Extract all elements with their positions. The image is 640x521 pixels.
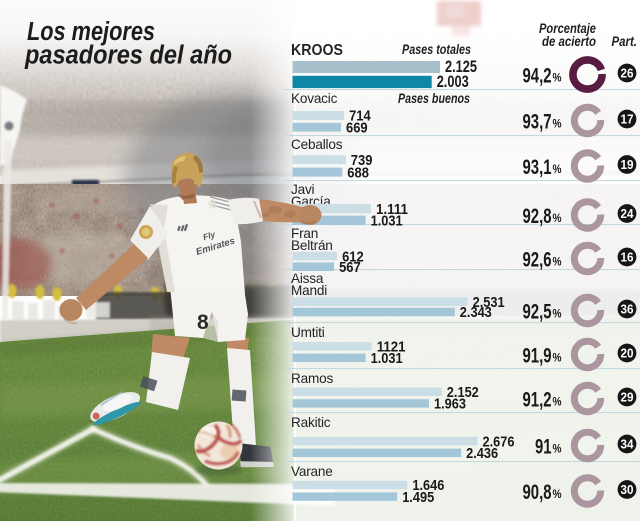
svg-text:Ramos: Ramos bbox=[291, 371, 333, 386]
svg-text:2.343: 2.343 bbox=[460, 305, 492, 321]
svg-text:1121: 1121 bbox=[377, 339, 406, 355]
svg-text:%: % bbox=[553, 307, 562, 321]
svg-text:pasadores del año: pasadores del año bbox=[24, 42, 232, 70]
svg-text:Aissa: Aissa bbox=[291, 271, 324, 286]
svg-text:Mandi: Mandi bbox=[291, 283, 327, 298]
svg-text:%: % bbox=[553, 162, 562, 176]
svg-text:714: 714 bbox=[349, 109, 371, 125]
svg-text:de acierto: de acierto bbox=[542, 34, 596, 49]
svg-text:Fran: Fran bbox=[291, 226, 318, 241]
svg-text:19: 19 bbox=[621, 158, 634, 172]
svg-text:%: % bbox=[553, 351, 562, 365]
svg-text:Porcentaje: Porcentaje bbox=[539, 21, 596, 36]
svg-text:Javi: Javi bbox=[291, 182, 315, 197]
svg-text:Beltrán: Beltrán bbox=[291, 238, 333, 253]
svg-text:92,5: 92,5 bbox=[523, 299, 552, 323]
svg-text:%: % bbox=[553, 442, 562, 456]
svg-text:1.646: 1.646 bbox=[412, 478, 444, 494]
svg-text:36: 36 bbox=[621, 303, 634, 317]
svg-text:8: 8 bbox=[197, 311, 209, 334]
svg-text:%: % bbox=[553, 117, 562, 131]
svg-text:91,9: 91,9 bbox=[523, 343, 552, 367]
svg-text:612: 612 bbox=[342, 249, 364, 265]
svg-text:Umtiti: Umtiti bbox=[291, 325, 325, 340]
svg-text:94,2: 94,2 bbox=[523, 63, 552, 87]
svg-text:91: 91 bbox=[535, 434, 552, 458]
svg-text:92,8: 92,8 bbox=[523, 204, 552, 228]
svg-text:2.531: 2.531 bbox=[473, 295, 505, 311]
svg-text:17: 17 bbox=[621, 113, 634, 127]
svg-text:688: 688 bbox=[347, 165, 369, 181]
svg-text:1.963: 1.963 bbox=[434, 397, 466, 413]
svg-text:2.436: 2.436 bbox=[466, 446, 498, 462]
svg-text:Pases buenos: Pases buenos bbox=[398, 90, 470, 106]
svg-text:%: % bbox=[553, 487, 562, 501]
svg-text:KROOS: KROOS bbox=[291, 42, 343, 59]
svg-text:2.125: 2.125 bbox=[445, 58, 477, 76]
svg-text:90,8: 90,8 bbox=[523, 480, 552, 504]
svg-text:2.003: 2.003 bbox=[437, 73, 469, 91]
svg-text:1.111: 1.111 bbox=[376, 202, 408, 218]
svg-text:Part.: Part. bbox=[612, 34, 638, 49]
svg-text:92,6: 92,6 bbox=[523, 247, 552, 271]
svg-text:Fly: Fly bbox=[202, 229, 218, 243]
svg-text:Los mejores: Los mejores bbox=[27, 18, 155, 46]
svg-text:93,7: 93,7 bbox=[523, 109, 552, 133]
svg-text:Pases totales: Pases totales bbox=[402, 41, 471, 57]
svg-text:26: 26 bbox=[621, 67, 634, 81]
svg-text:%: % bbox=[553, 71, 562, 85]
svg-text:Varane: Varane bbox=[291, 464, 333, 479]
svg-text:%: % bbox=[553, 211, 562, 225]
svg-text:20: 20 bbox=[621, 347, 634, 361]
svg-text:29: 29 bbox=[621, 391, 634, 405]
svg-text:1.495: 1.495 bbox=[402, 490, 434, 506]
svg-text:Ceballos: Ceballos bbox=[291, 137, 343, 152]
svg-text:1.031: 1.031 bbox=[371, 214, 403, 230]
svg-text:24: 24 bbox=[621, 207, 634, 221]
svg-text:Kovacic: Kovacic bbox=[291, 91, 338, 106]
svg-text:%: % bbox=[553, 395, 562, 409]
svg-text:16: 16 bbox=[621, 251, 634, 265]
svg-text:93,1: 93,1 bbox=[523, 155, 552, 179]
svg-text:2.152: 2.152 bbox=[447, 385, 479, 401]
svg-text:567: 567 bbox=[339, 260, 361, 276]
svg-text:34: 34 bbox=[621, 438, 634, 452]
svg-text:Rakitic: Rakitic bbox=[291, 415, 331, 430]
svg-text:%: % bbox=[553, 255, 562, 269]
svg-text:739: 739 bbox=[351, 153, 373, 169]
svg-text:2.676: 2.676 bbox=[483, 434, 515, 450]
svg-text:1.031: 1.031 bbox=[371, 351, 403, 367]
svg-text:30: 30 bbox=[621, 483, 634, 497]
svg-text:91,2: 91,2 bbox=[523, 387, 552, 411]
svg-text:669: 669 bbox=[346, 120, 368, 136]
